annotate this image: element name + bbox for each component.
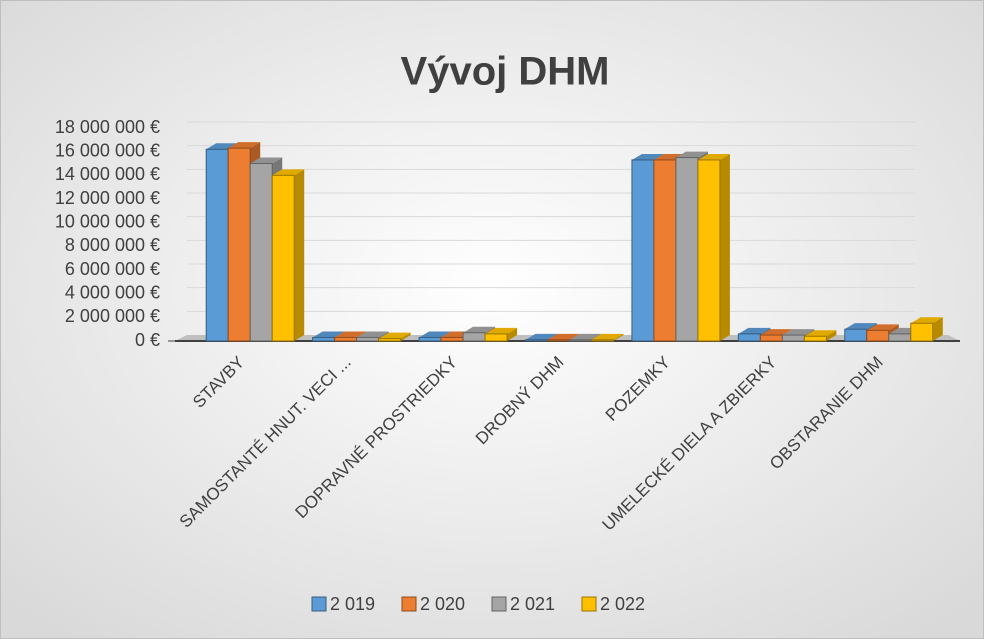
y-tick-label: 8 000 000 € [65, 235, 160, 255]
bar-top [419, 331, 452, 338]
bar [525, 339, 548, 342]
bar [440, 336, 464, 342]
bar-side [932, 317, 943, 341]
bar-top [356, 331, 389, 338]
bar [910, 322, 934, 342]
bar [205, 148, 229, 342]
y-tick-label: 10 000 000 € [55, 211, 160, 231]
bar-top [272, 169, 305, 176]
bar [484, 333, 508, 342]
bar [591, 339, 614, 342]
bar [803, 335, 827, 342]
legend-swatch [311, 596, 327, 612]
y-tick-label: 12 000 000 € [55, 188, 160, 208]
legend: 2 019 2 020 2 021 2 022 [311, 594, 645, 614]
legend-swatch [401, 596, 417, 612]
bar-top [525, 333, 558, 340]
bar [378, 338, 402, 342]
bar [271, 174, 295, 342]
bar [781, 334, 805, 342]
bar-top [675, 151, 708, 158]
bar-side [826, 330, 837, 341]
bar-top [591, 333, 624, 340]
bar [675, 157, 699, 342]
y-tick-label: 0 € [135, 330, 160, 350]
bar-top [782, 329, 815, 336]
bar-top [463, 326, 496, 333]
bar-side [400, 332, 411, 341]
bar-side [294, 169, 305, 341]
legend-label: 2 022 [600, 594, 645, 614]
y-tick-label: 2 000 000 € [65, 306, 160, 326]
legend-label: 2 020 [420, 594, 465, 614]
bar-top [738, 327, 771, 334]
bar [866, 329, 890, 342]
bar-top [910, 317, 943, 324]
bar [462, 332, 486, 342]
bar [418, 336, 442, 342]
bar-side [613, 333, 624, 341]
bar [759, 334, 783, 342]
bar-side [507, 327, 518, 341]
bar [547, 339, 570, 342]
legend-swatch [581, 596, 597, 612]
bar [697, 159, 721, 342]
bar [334, 336, 358, 342]
y-tick-label: 6 000 000 € [65, 259, 160, 279]
bar-top [844, 323, 877, 330]
bar-top [228, 142, 261, 149]
bar-top [804, 330, 837, 337]
bar-top [760, 329, 793, 336]
bar-top [250, 157, 283, 164]
bar [356, 336, 380, 342]
bar [312, 336, 336, 342]
bar [737, 333, 761, 342]
bar-top [378, 332, 411, 339]
legend-swatch [491, 596, 507, 612]
legend-label: 2 019 [330, 594, 375, 614]
bar [631, 159, 655, 342]
bar [888, 333, 912, 342]
y-tick-label: 18 000 000 € [55, 117, 160, 137]
bar-top [631, 153, 664, 160]
bar-side [719, 153, 730, 341]
y-tick-label: 4 000 000 € [65, 282, 160, 302]
chart-title: Vývoj DHM [401, 50, 610, 94]
y-tick-label: 14 000 000 € [55, 164, 160, 184]
bar-top [569, 333, 602, 340]
bar-top [547, 333, 580, 340]
bar-top [697, 153, 730, 160]
bar-top [485, 327, 518, 334]
y-tick-label: 16 000 000 € [55, 140, 160, 160]
bar [569, 339, 592, 342]
bar-top [334, 331, 367, 338]
legend-label: 2 021 [510, 594, 555, 614]
bar [844, 328, 868, 342]
bar [227, 147, 251, 342]
bar-top [866, 324, 899, 331]
bar [653, 159, 677, 342]
bar [249, 163, 273, 342]
bar-top [312, 331, 345, 338]
